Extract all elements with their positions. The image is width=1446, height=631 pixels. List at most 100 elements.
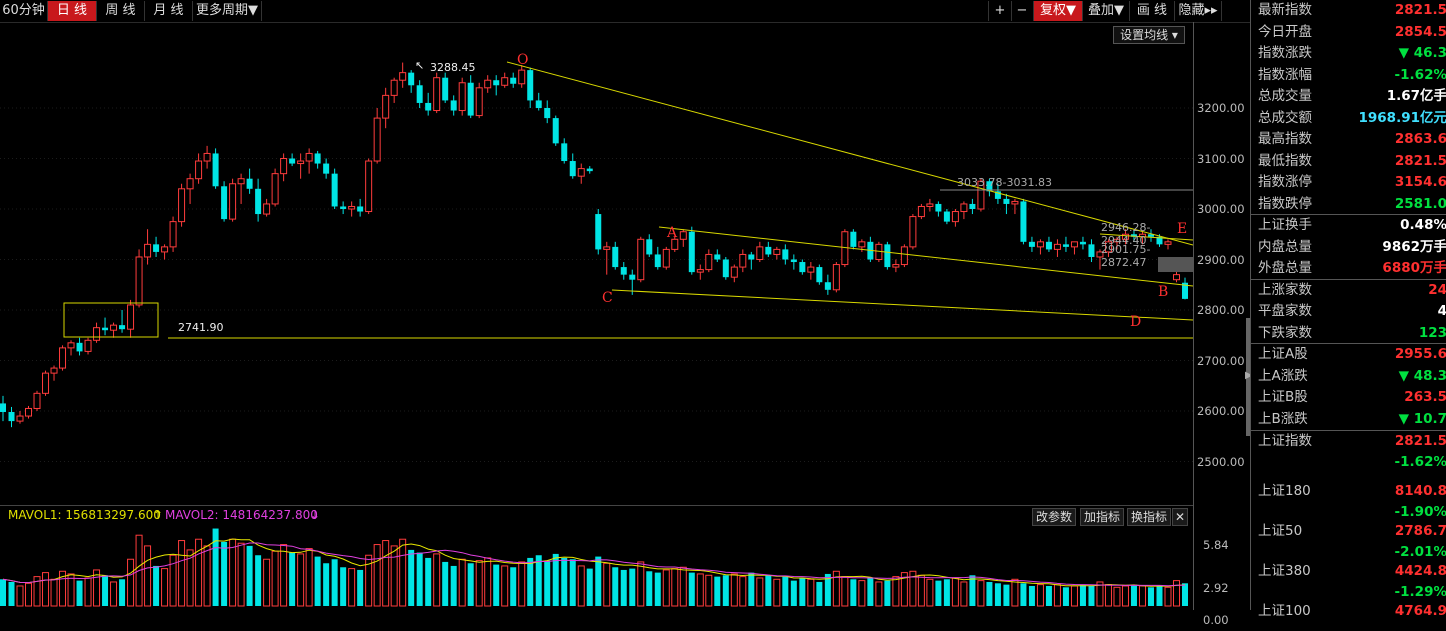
adjust-rights-button[interactable]: 复权▼ — [1034, 1, 1083, 21]
candle[interactable] — [264, 199, 270, 217]
candle[interactable] — [366, 159, 372, 215]
candle[interactable] — [723, 257, 729, 280]
candle[interactable] — [400, 63, 406, 88]
candle[interactable] — [612, 242, 618, 270]
candle[interactable] — [247, 169, 253, 194]
candle[interactable] — [128, 300, 134, 338]
candle[interactable] — [111, 323, 117, 338]
candle[interactable] — [170, 217, 176, 252]
candle[interactable] — [332, 169, 338, 209]
candle[interactable] — [1029, 237, 1035, 252]
candle[interactable] — [77, 338, 83, 356]
candle[interactable] — [578, 164, 584, 184]
candle[interactable] — [298, 153, 304, 178]
period-tab-monthly[interactable]: 月 线 — [145, 1, 193, 21]
candle[interactable] — [1020, 199, 1026, 244]
candle[interactable] — [1037, 239, 1043, 254]
volume-chart[interactable] — [0, 524, 1193, 610]
candle[interactable] — [961, 201, 967, 219]
candle[interactable] — [306, 148, 312, 173]
candle[interactable] — [213, 148, 219, 188]
candle[interactable] — [621, 262, 627, 280]
candle[interactable] — [1182, 278, 1188, 300]
candle[interactable] — [1063, 237, 1069, 252]
candle[interactable] — [102, 318, 108, 336]
quote-row[interactable]: 指数涨幅-1.62% — [1251, 65, 1446, 86]
candle[interactable] — [162, 244, 168, 259]
candle[interactable] — [536, 93, 542, 111]
candle[interactable] — [527, 68, 533, 108]
candle[interactable] — [646, 234, 652, 257]
period-tab-daily[interactable]: 日 线 — [48, 1, 97, 21]
candle[interactable] — [782, 244, 788, 264]
candle[interactable] — [502, 73, 508, 88]
candle[interactable] — [808, 262, 814, 280]
candle[interactable] — [153, 237, 159, 257]
candle[interactable] — [34, 391, 40, 411]
candle[interactable] — [697, 265, 703, 280]
candle[interactable] — [901, 244, 907, 267]
consolidation-box[interactable] — [64, 303, 158, 337]
candle[interactable] — [281, 153, 287, 181]
candle[interactable] — [935, 201, 941, 216]
more-periods-dropdown[interactable]: 更多周期▼ — [193, 1, 262, 21]
candle[interactable] — [204, 146, 210, 169]
candle[interactable] — [944, 209, 950, 224]
zoom-out-button[interactable]: − — [1011, 1, 1034, 21]
period-tab-60min[interactable]: 60分钟 — [0, 1, 48, 21]
candle[interactable] — [434, 73, 440, 113]
candle[interactable] — [680, 229, 686, 247]
candle[interactable] — [706, 249, 712, 272]
candle[interactable] — [553, 116, 559, 146]
overlay-button[interactable]: 叠加▼ — [1083, 1, 1130, 21]
price-chart-svg[interactable] — [0, 22, 1193, 505]
candle[interactable] — [910, 214, 916, 249]
candle[interactable] — [179, 184, 185, 227]
candle[interactable] — [187, 174, 193, 204]
candle[interactable] — [952, 209, 958, 227]
candle[interactable] — [927, 199, 933, 212]
candle[interactable] — [799, 260, 805, 275]
candle[interactable] — [519, 65, 525, 88]
draw-line-button[interactable]: 画 线 — [1130, 1, 1175, 21]
set-moving-average-button[interactable]: 设置均线 ▾ — [1113, 26, 1185, 44]
candle[interactable] — [544, 100, 550, 123]
candle[interactable] — [451, 95, 457, 115]
candle[interactable] — [459, 78, 465, 116]
candle[interactable] — [442, 73, 448, 103]
candle[interactable] — [884, 242, 890, 270]
candle[interactable] — [289, 153, 295, 166]
candle[interactable] — [1071, 242, 1077, 255]
quote-row[interactable]: 上A涨跌▼ 48.3 — [1251, 366, 1446, 387]
candle[interactable] — [230, 179, 236, 222]
candle[interactable] — [408, 70, 414, 93]
candle[interactable] — [604, 242, 610, 275]
candle[interactable] — [493, 75, 499, 95]
candle[interactable] — [357, 199, 363, 217]
candle[interactable] — [663, 247, 669, 270]
candle[interactable] — [145, 229, 151, 264]
candle[interactable] — [323, 159, 329, 179]
candle[interactable] — [561, 138, 567, 163]
candle[interactable] — [196, 153, 202, 183]
candle[interactable] — [714, 249, 720, 262]
candle[interactable] — [850, 229, 856, 249]
candle[interactable] — [255, 179, 261, 222]
candle[interactable] — [570, 153, 576, 178]
period-tab-weekly[interactable]: 周 线 — [97, 1, 145, 21]
candle[interactable] — [9, 407, 15, 427]
